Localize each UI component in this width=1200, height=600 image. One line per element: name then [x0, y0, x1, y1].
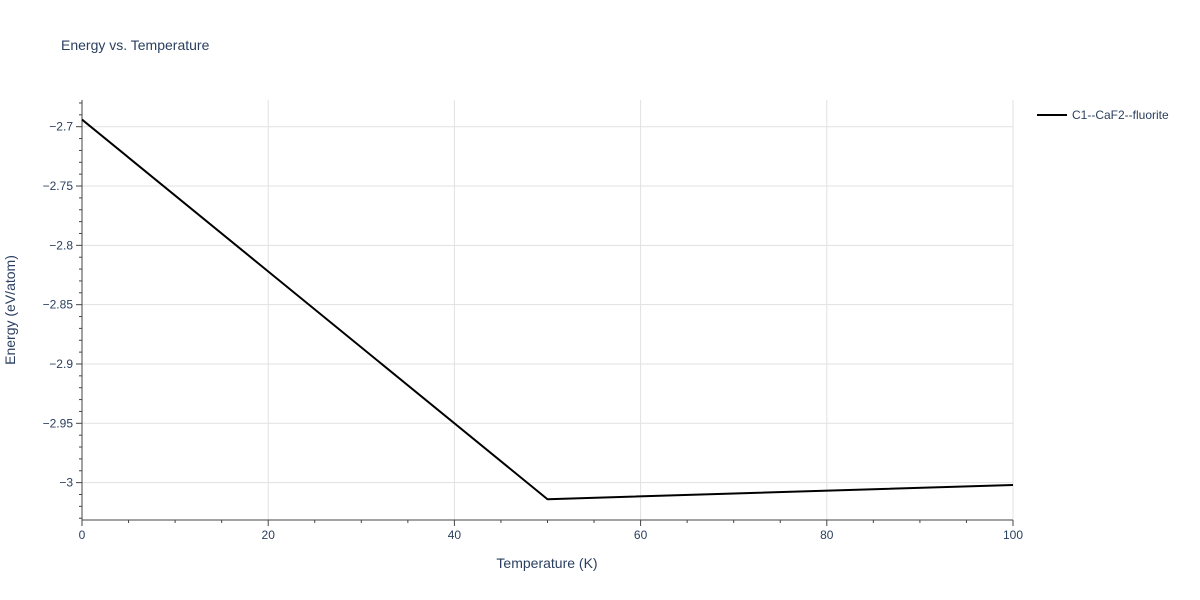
y-tick-label: −2.8 — [49, 238, 73, 252]
series-line-c1-caf2-fluorite — [81, 118, 1014, 501]
y-axis-title: Energy (eV/atom) — [2, 255, 18, 365]
y-tick-label: −3 — [59, 476, 73, 490]
chart-title: Energy vs. Temperature — [61, 37, 210, 53]
x-tick-label: 60 — [634, 528, 648, 542]
x-axis-title: Temperature (K) — [496, 555, 597, 571]
grid — [82, 100, 1014, 520]
x-tick-label: 100 — [1003, 528, 1023, 542]
y-tick-label: −2.95 — [43, 416, 74, 430]
y-tick-label: −2.85 — [43, 298, 74, 312]
y-tick-label: −2.7 — [49, 120, 73, 134]
legend[interactable]: C1--CaF2--fluorite — [1037, 108, 1169, 122]
x-tick-label: 20 — [262, 528, 276, 542]
plot-area — [81, 118, 1014, 501]
x-tick-label: 40 — [448, 528, 462, 542]
axes: 0 20 40 60 80 100 −2.7 −2.75 −2.8 −2.85 −2.9 −2.95 −… — [43, 100, 1023, 542]
x-tick-label: 80 — [820, 528, 834, 542]
x-tick-label: 0 — [79, 528, 86, 542]
y-tick-label: −2.75 — [43, 179, 74, 193]
y-tick-label: −2.9 — [49, 357, 73, 371]
legend-label-c1-caf2-fluorite: C1--CaF2--fluorite — [1072, 108, 1169, 122]
